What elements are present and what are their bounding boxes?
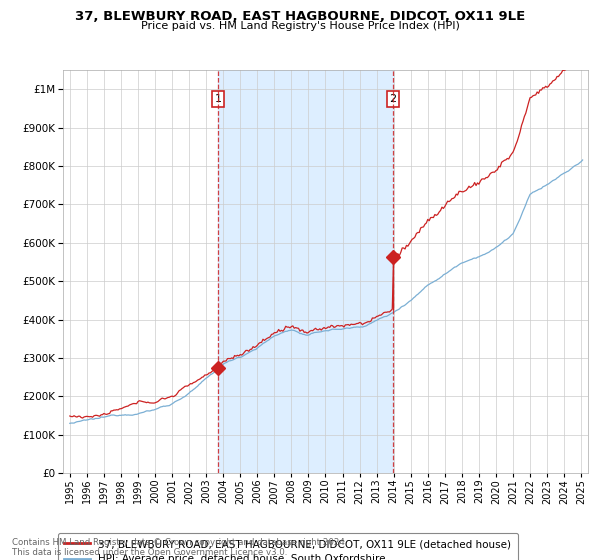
- Legend: 37, BLEWBURY ROAD, EAST HAGBOURNE, DIDCOT, OX11 9LE (detached house), HPI: Avera: 37, BLEWBURY ROAD, EAST HAGBOURNE, DIDCO…: [58, 533, 518, 560]
- Text: 1: 1: [215, 94, 221, 104]
- Text: 2: 2: [389, 94, 397, 104]
- Text: Price paid vs. HM Land Registry's House Price Index (HPI): Price paid vs. HM Land Registry's House …: [140, 21, 460, 31]
- Text: 37, BLEWBURY ROAD, EAST HAGBOURNE, DIDCOT, OX11 9LE: 37, BLEWBURY ROAD, EAST HAGBOURNE, DIDCO…: [75, 10, 525, 23]
- Bar: [218, 70, 393, 473]
- Text: Contains HM Land Registry data © Crown copyright and database right 2024.
This d: Contains HM Land Registry data © Crown c…: [12, 538, 347, 557]
